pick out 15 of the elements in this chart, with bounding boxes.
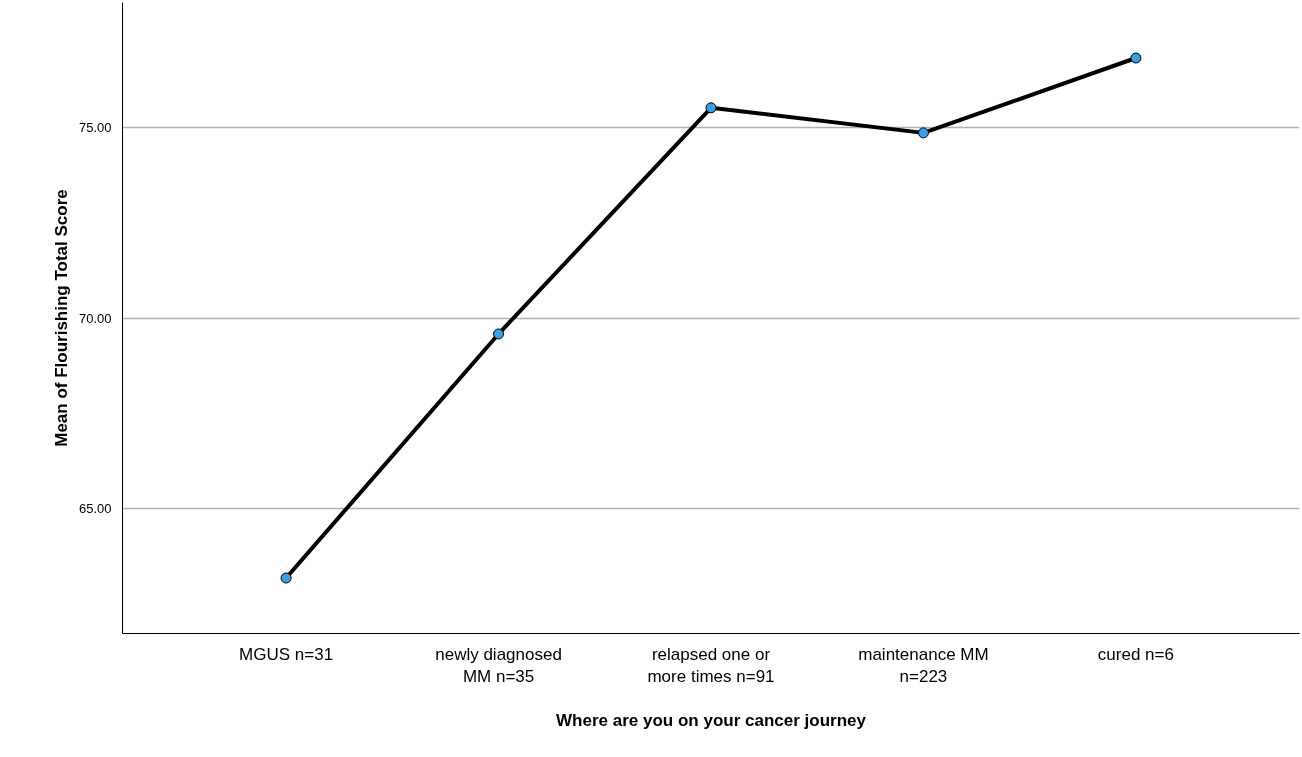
point bbox=[917, 127, 929, 139]
y-axis-title: Mean of Flourishing Total Score bbox=[51, 189, 71, 447]
x-tick-label: cured n=6 bbox=[1097, 644, 1174, 664]
y-tick-label: 65.00 bbox=[78, 500, 112, 516]
point bbox=[1130, 52, 1142, 64]
x-tick-label: maintenance MM n=223 bbox=[858, 644, 989, 687]
y-tick-label: 70.00 bbox=[78, 310, 112, 326]
y-tick-label: 75.00 bbox=[78, 120, 112, 136]
point bbox=[493, 328, 505, 340]
x-axis-title: Where are you on your cancer journey bbox=[556, 711, 867, 731]
x-tick-label: newly diagnosed MM n=35 bbox=[435, 644, 562, 687]
point bbox=[705, 102, 717, 114]
x-tick-label: MGUS n=31 bbox=[239, 644, 334, 664]
x-tick-label: relapsed one or more times n=91 bbox=[647, 644, 775, 687]
point bbox=[280, 572, 292, 584]
